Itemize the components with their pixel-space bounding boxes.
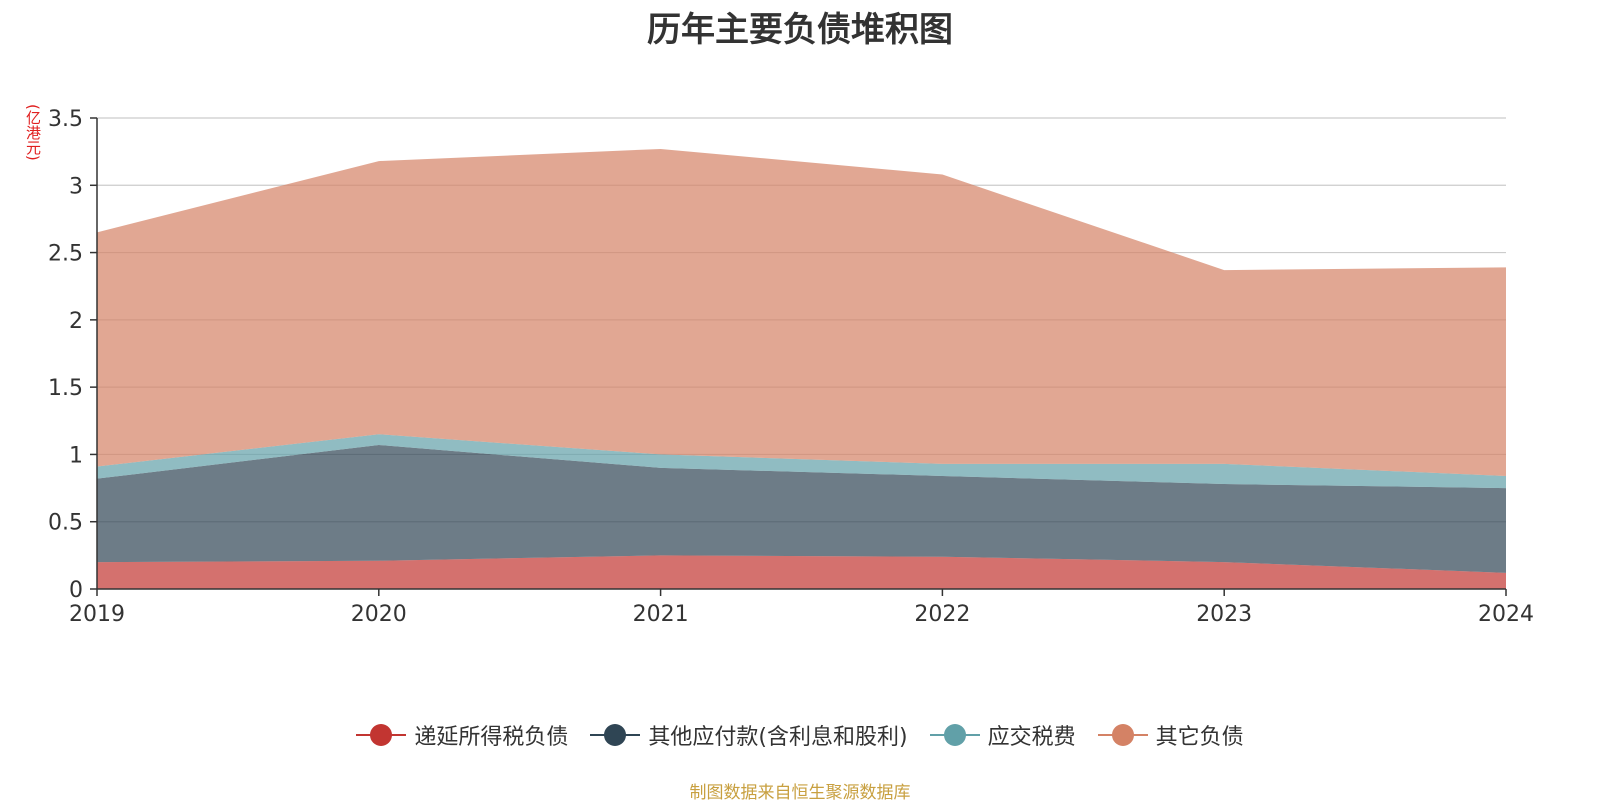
y-tick-label: 0: [69, 578, 83, 603]
x-tick-label: 2019: [69, 602, 125, 627]
legend-marker-icon: [356, 724, 407, 746]
area-series-2: [97, 445, 1506, 573]
y-tick-label: 0.5: [48, 511, 83, 536]
x-tick-label: 2024: [1478, 602, 1534, 627]
y-tick-label: 2.5: [48, 242, 83, 267]
legend-marker-icon: [929, 724, 980, 746]
legend: 递延所得税负债 其他应付款(含利息和股利) 应交税费 其它负债: [0, 719, 1600, 751]
y-tick-label: 3.5: [48, 107, 83, 132]
area-series-1: [97, 555, 1506, 589]
chart-title: 历年主要负债堆积图: [647, 10, 953, 50]
y-tick-label: 3: [69, 174, 83, 199]
source-note: 制图数据来自恒生聚源数据库: [689, 783, 911, 803]
legend-label: 其它负债: [1155, 725, 1244, 750]
y-tick-label: 2: [69, 309, 83, 334]
y-tick-label: 1.5: [48, 376, 83, 401]
legend-marker-icon: [590, 724, 641, 746]
area-series: [97, 148, 1506, 589]
legend-label: 递延所得税负债: [414, 725, 569, 750]
x-tick-label: 2023: [1196, 602, 1252, 627]
legend-item-2[interactable]: 其他应付款(含利息和股利): [590, 719, 908, 751]
legend-item-4[interactable]: 其它负债: [1097, 719, 1244, 751]
legend-item-3[interactable]: 应交税费: [929, 719, 1076, 751]
legend-marker-icon: [1097, 724, 1148, 746]
legend-label: 其他应付款(含利息和股利): [648, 725, 908, 750]
area-series-3: [97, 434, 1506, 489]
x-axis-ticks: 2019 2020 2021 2022 2023 2024: [69, 589, 1534, 627]
axes: [96, 118, 1506, 590]
x-tick-label: 2022: [914, 602, 970, 627]
y-axis-ticks: 0 0.5 1 1.5 2 2.5 3 3.5: [48, 107, 97, 603]
legend-item-1[interactable]: 递延所得税负债: [356, 719, 568, 751]
y-axis-unit: (亿港元): [24, 104, 42, 161]
x-tick-label: 2020: [351, 602, 407, 627]
legend-label: 应交税费: [987, 725, 1076, 750]
area-series-4: [97, 148, 1506, 476]
x-tick-label: 2021: [633, 602, 689, 627]
y-tick-label: 1: [69, 443, 83, 468]
